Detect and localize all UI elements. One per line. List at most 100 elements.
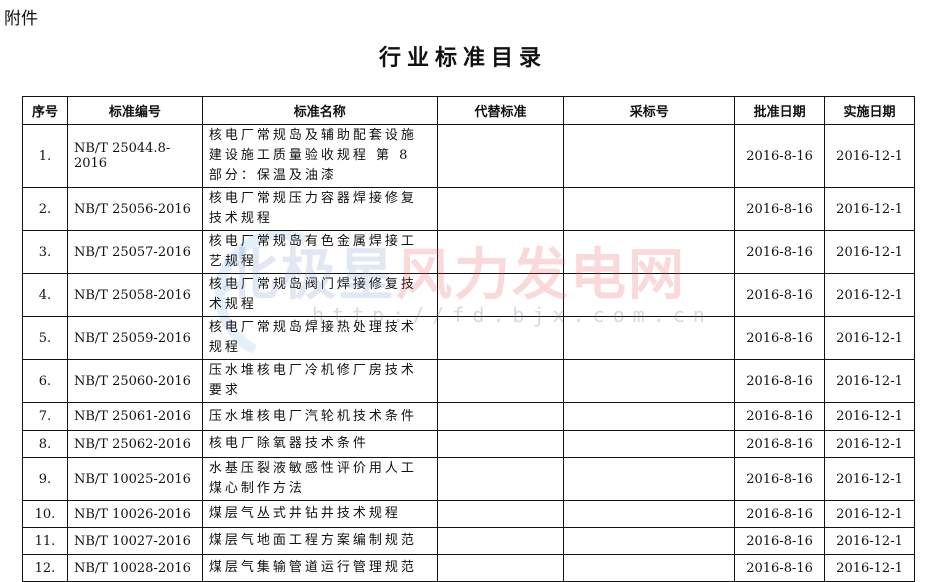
table-row: 5. NB/T 25059-2016 核电厂常规岛焊接热处理技术规程 2016-8-1…	[22, 316, 915, 360]
cell-replaced-standard	[436, 554, 565, 582]
cell-standard-name: 核电厂除氧器技术条件	[201, 430, 438, 458]
table-row: 11. NB/T 10027-2016 煤层气地面工程方案编制规范 2016-8-16…	[22, 527, 915, 555]
cell-approval-date: 2016-8-16	[734, 230, 826, 274]
cell-index: 6.	[22, 359, 68, 403]
cell-standard-name: 压水堆核电厂汽轮机技术条件	[201, 402, 438, 431]
header-col-approval-date: 批准日期	[734, 96, 826, 125]
cell-index: 1.	[22, 124, 68, 188]
cell-adopted-standard	[563, 273, 736, 317]
cell-adopted-standard	[563, 316, 736, 360]
cell-replaced-standard	[436, 124, 565, 188]
cell-approval-date: 2016-8-16	[734, 124, 826, 188]
header-col-adopted-standard: 采标号	[563, 96, 736, 125]
cell-standard-name: 核电厂常规岛焊接热处理技术规程	[201, 316, 438, 360]
cell-standard-number: NB/T 25044.8-2016	[66, 124, 203, 188]
cell-replaced-standard	[436, 273, 565, 317]
cell-standard-number: NB/T 25058-2016	[66, 273, 203, 317]
cell-standard-number: NB/T 10027-2016	[66, 527, 203, 555]
cell-adopted-standard	[563, 554, 736, 582]
cell-effective-date: 2016-12-1	[824, 430, 915, 458]
cell-replaced-standard	[436, 402, 565, 431]
cell-standard-name: 核电厂常规岛阀门焊接修复技术规程	[201, 273, 438, 317]
cell-approval-date: 2016-8-16	[734, 359, 826, 403]
cell-index: 7.	[22, 402, 68, 431]
cell-replaced-standard	[436, 187, 565, 231]
cell-adopted-standard	[563, 187, 736, 231]
cell-standard-number: NB/T 25060-2016	[66, 359, 203, 403]
cell-index: 2.	[22, 187, 68, 231]
cell-index: 9.	[22, 457, 68, 501]
cell-effective-date: 2016-12-1	[824, 187, 915, 231]
cell-replaced-standard	[436, 527, 565, 555]
cell-effective-date: 2016-12-1	[824, 359, 915, 403]
cell-approval-date: 2016-8-16	[734, 273, 826, 317]
cell-index: 3.	[22, 230, 68, 274]
cell-effective-date: 2016-12-1	[824, 527, 915, 555]
cell-approval-date: 2016-8-16	[734, 554, 826, 582]
cell-standard-name: 煤层气丛式井钻井技术规程	[201, 500, 438, 528]
cell-approval-date: 2016-8-16	[734, 316, 826, 360]
cell-replaced-standard	[436, 359, 565, 403]
cell-standard-name: 压水堆核电厂冷机修厂房技术要求	[201, 359, 438, 403]
cell-index: 4.	[22, 273, 68, 317]
cell-effective-date: 2016-12-1	[824, 457, 915, 501]
cell-approval-date: 2016-8-16	[734, 187, 826, 231]
table-row: 2. NB/T 25056-2016 核电厂常规压力容器焊接修复技术规程 2016-8…	[22, 187, 915, 231]
cell-standard-name: 核电厂常规岛有色金属焊接工艺规程	[201, 230, 438, 274]
cell-index: 8.	[22, 430, 68, 458]
cell-standard-number: NB/T 25056-2016	[66, 187, 203, 231]
cell-approval-date: 2016-8-16	[734, 527, 826, 555]
table-row: 3. NB/T 25057-2016 核电厂常规岛有色金属焊接工艺规程 2016-8-…	[22, 230, 915, 274]
page-title: 行业标准目录	[378, 46, 547, 71]
table-row: 1. NB/T 25044.8-2016 核电厂常规岛及辅助配套设施建设施工质量验收…	[22, 124, 915, 188]
cell-effective-date: 2016-12-1	[824, 230, 915, 274]
header-col-standard-number: 标准编号	[66, 96, 203, 125]
cell-adopted-standard	[563, 124, 736, 188]
standards-table: 序号 标准编号 标准名称 代替标准 采标号 批准日期 实施日期 1. NB/T 25044.8…	[22, 96, 915, 582]
cell-approval-date: 2016-8-16	[734, 402, 826, 431]
cell-effective-date: 2016-12-1	[824, 500, 915, 528]
cell-replaced-standard	[436, 230, 565, 274]
cell-effective-date: 2016-12-1	[824, 316, 915, 360]
cell-adopted-standard	[563, 527, 736, 555]
cell-standard-name: 煤层气地面工程方案编制规范	[201, 527, 438, 555]
table-row: 7. NB/T 25061-2016 压水堆核电厂汽轮机技术条件 2016-8-16 2…	[22, 402, 915, 431]
header-col-replaced-standard: 代替标准	[436, 96, 565, 125]
header-col-effective-date: 实施日期	[824, 96, 915, 125]
cell-standard-number: NB/T 25057-2016	[66, 230, 203, 274]
cell-approval-date: 2016-8-16	[734, 500, 826, 528]
table-row: 8. NB/T 25062-2016 核电厂除氧器技术条件 2016-8-16 2016…	[22, 430, 915, 458]
cell-effective-date: 2016-12-1	[824, 402, 915, 431]
cell-index: 12.	[22, 554, 68, 582]
cell-index: 10.	[22, 500, 68, 528]
cell-standard-number: NB/T 10026-2016	[66, 500, 203, 528]
table-row: 12. NB/T 10028-2016 煤层气集输管道运行管理规范 2016-8-16…	[22, 554, 915, 582]
cell-standard-name: 核电厂常规岛及辅助配套设施建设施工质量验收规程 第 8 部分：保温及油漆	[201, 124, 438, 188]
table-header-row: 序号 标准编号 标准名称 代替标准 采标号 批准日期 实施日期	[22, 96, 915, 125]
cell-standard-number: NB/T 25062-2016	[66, 430, 203, 458]
cell-standard-name: 煤层气集输管道运行管理规范	[201, 554, 438, 582]
cell-index: 5.	[22, 316, 68, 360]
table-row: 4. NB/T 25058-2016 核电厂常规岛阀门焊接修复技术规程 2016-8-…	[22, 273, 915, 317]
cell-adopted-standard	[563, 430, 736, 458]
cell-effective-date: 2016-12-1	[824, 554, 915, 582]
cell-standard-name: 水基压裂液敏感性评价用人工煤心制作方法	[201, 457, 438, 501]
cell-effective-date: 2016-12-1	[824, 273, 915, 317]
cell-effective-date: 2016-12-1	[824, 124, 915, 188]
cell-replaced-standard	[436, 457, 565, 501]
cell-standard-name: 核电厂常规压力容器焊接修复技术规程	[201, 187, 438, 231]
table-row: 10. NB/T 10026-2016 煤层气丛式井钻井技术规程 2016-8-16 2…	[22, 500, 915, 528]
cell-adopted-standard	[563, 457, 736, 501]
cell-adopted-standard	[563, 230, 736, 274]
cell-replaced-standard	[436, 316, 565, 360]
table-row: 9. NB/T 10025-2016 水基压裂液敏感性评价用人工煤心制作方法 2016…	[22, 457, 915, 501]
cell-standard-number: NB/T 25059-2016	[66, 316, 203, 360]
cell-replaced-standard	[436, 500, 565, 528]
header-col-standard-name: 标准名称	[201, 96, 438, 125]
attachment-label: 附件	[4, 9, 38, 29]
cell-standard-number: NB/T 25061-2016	[66, 402, 203, 431]
cell-adopted-standard	[563, 500, 736, 528]
table-row: 6. NB/T 25060-2016 压水堆核电厂冷机修厂房技术要求 2016-8-1…	[22, 359, 915, 403]
header-col-index: 序号	[22, 96, 68, 125]
cell-approval-date: 2016-8-16	[734, 430, 826, 458]
